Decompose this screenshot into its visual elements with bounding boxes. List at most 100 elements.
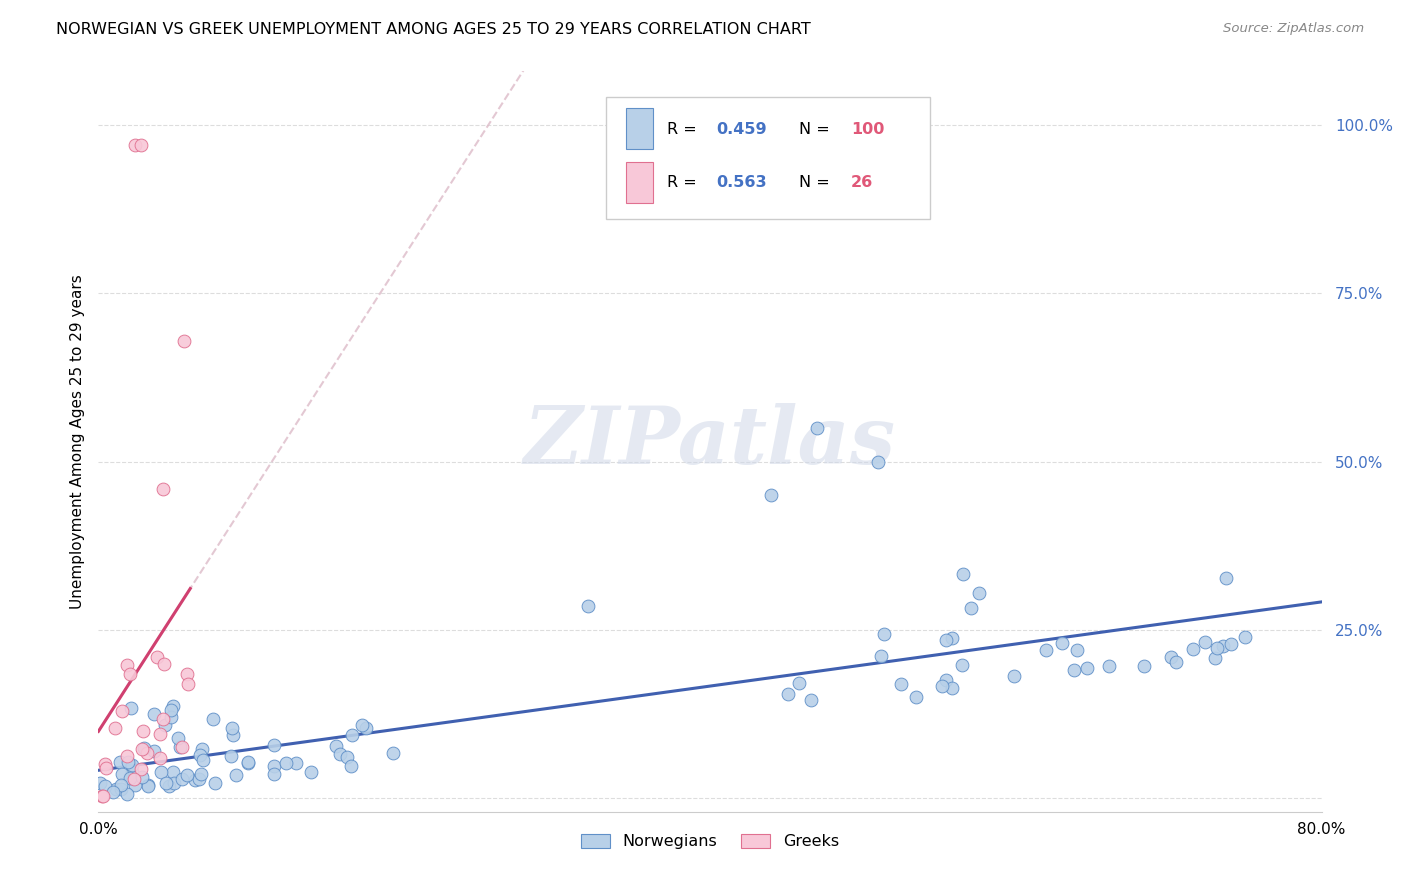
Point (1098, 658, 1121, 673)
Point (129, 138, 152, 153)
Point (149, 751, 172, 765)
Point (236, 755, 259, 769)
Point (806, 421, 828, 435)
Point (263, 738, 285, 752)
Point (800, 693, 823, 707)
Point (115, 658, 138, 673)
Point (131, 742, 153, 756)
Point (115, 787, 138, 801)
Point (129, 762, 152, 776)
Point (111, 704, 134, 718)
Point (169, 740, 191, 755)
Point (136, 746, 159, 760)
Point (104, 781, 127, 796)
Point (787, 676, 810, 690)
Point (131, 770, 153, 784)
Point (167, 731, 190, 745)
Point (225, 768, 247, 782)
Text: N =: N = (800, 175, 835, 190)
Point (952, 567, 974, 582)
Point (111, 767, 134, 781)
Point (136, 778, 159, 792)
Point (143, 706, 166, 721)
Point (170, 772, 193, 786)
Point (176, 768, 198, 782)
Point (1063, 663, 1085, 677)
Point (110, 778, 132, 792)
Point (115, 749, 138, 764)
Point (190, 766, 212, 780)
Point (868, 455, 890, 469)
Point (219, 749, 242, 764)
Point (91, 789, 114, 803)
Point (145, 649, 167, 664)
Text: Source: ZipAtlas.com: Source: ZipAtlas.com (1223, 22, 1364, 36)
FancyBboxPatch shape (606, 97, 931, 219)
Point (325, 739, 347, 753)
Point (110, 782, 132, 797)
Point (1076, 660, 1098, 674)
Point (1234, 630, 1257, 644)
Point (159, 703, 181, 717)
Text: ZIPatlas: ZIPatlas (524, 403, 896, 480)
Point (238, 756, 260, 770)
Point (221, 721, 243, 735)
Point (153, 657, 176, 671)
Point (890, 676, 912, 690)
Point (117, 755, 139, 769)
Point (340, 728, 363, 742)
Text: 100: 100 (851, 121, 884, 136)
Point (352, 718, 374, 732)
Point (329, 747, 352, 761)
Text: NORWEGIAN VS GREEK UNEMPLOYMENT AMONG AGES 25 TO 29 YEARS CORRELATION CHART: NORWEGIAN VS GREEK UNEMPLOYMENT AMONG AG… (56, 22, 811, 37)
Point (1133, 659, 1156, 673)
Y-axis label: Unemployment Among Ages 25 to 29 years: Unemployment Among Ages 25 to 29 years (69, 274, 84, 609)
Point (382, 746, 405, 760)
Point (188, 748, 211, 763)
Point (153, 717, 176, 731)
FancyBboxPatch shape (626, 108, 652, 149)
Point (299, 764, 322, 779)
Point (759, 488, 782, 502)
Point (960, 600, 983, 615)
Point (263, 758, 285, 772)
Point (104, 721, 127, 735)
Point (163, 775, 186, 789)
Point (121, 758, 143, 772)
Text: 0.459: 0.459 (716, 121, 766, 136)
Point (91, 789, 114, 804)
Point (1181, 642, 1204, 657)
Point (204, 775, 226, 789)
Point (157, 779, 180, 793)
Point (136, 779, 159, 793)
Point (132, 724, 155, 739)
Point (120, 701, 142, 715)
Point (1204, 651, 1226, 665)
Text: R =: R = (668, 121, 702, 136)
Point (94, 779, 117, 793)
Point (941, 632, 963, 646)
Point (263, 767, 285, 781)
Point (121, 765, 143, 780)
Text: N =: N = (800, 121, 835, 136)
Point (187, 772, 209, 786)
Point (1215, 572, 1237, 586)
Point (336, 750, 359, 764)
Point (122, 772, 145, 786)
FancyBboxPatch shape (626, 162, 652, 203)
Point (201, 713, 224, 727)
Point (969, 586, 991, 600)
Point (118, 667, 141, 681)
Point (905, 690, 928, 704)
Point (934, 673, 956, 688)
Point (1050, 636, 1073, 650)
Text: R =: R = (668, 175, 702, 190)
Point (873, 627, 896, 641)
Point (132, 741, 155, 756)
Point (274, 756, 297, 770)
Point (124, 778, 146, 792)
Point (1035, 643, 1057, 657)
Point (176, 667, 198, 681)
Point (155, 776, 177, 790)
Point (149, 727, 172, 741)
